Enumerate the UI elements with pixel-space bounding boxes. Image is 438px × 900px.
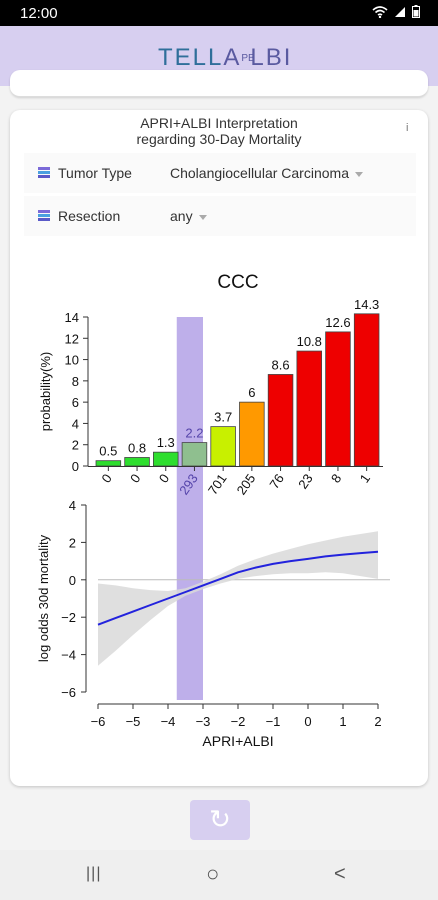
- card-title-line2: regarding 30-Day Mortality: [136, 131, 302, 147]
- card-title: APRI+ALBI Interpretation regarding 30-Da…: [0, 115, 438, 147]
- logo-text-lbi: LBI: [250, 44, 293, 71]
- tumor-type-select[interactable]: Cholangiocellular Carcinoma: [170, 165, 363, 181]
- resection-row: Resection any: [24, 196, 416, 236]
- app-logo: TELLAPBLBI: [158, 44, 292, 72]
- card-title-line1: APRI+ALBI Interpretation: [140, 115, 298, 131]
- clock: 12:00: [20, 5, 58, 22]
- logo-text-a: A: [223, 44, 242, 71]
- chevron-down-icon: [354, 171, 363, 177]
- resection-select[interactable]: any: [170, 208, 207, 224]
- status-icons: [372, 5, 420, 18]
- home-button[interactable]: ○: [206, 861, 220, 886]
- signal-icon: [395, 6, 405, 17]
- tumor-type-label: Tumor Type: [58, 165, 132, 181]
- wifi-icon: [372, 5, 388, 18]
- resection-label: Resection: [58, 208, 121, 224]
- refresh-icon: ↻: [209, 804, 231, 834]
- list-icon: [38, 210, 50, 221]
- refresh-button[interactable]: ↻: [190, 800, 250, 840]
- battery-icon: [412, 5, 420, 18]
- info-icon[interactable]: i: [406, 122, 409, 134]
- tumor-type-row: Tumor Type Cholangiocellular Carcinoma: [24, 153, 416, 193]
- recents-button[interactable]: |||: [86, 865, 102, 882]
- logo-text-pb: PB: [241, 53, 255, 65]
- tumor-type-value: Cholangiocellular Carcinoma: [170, 165, 349, 181]
- logo-text-tell: TELL: [158, 44, 224, 71]
- previous-card: [10, 70, 428, 97]
- list-icon: [38, 167, 50, 178]
- system-nav-bar: ||| ○ <: [0, 850, 438, 900]
- resection-value: any: [170, 208, 193, 224]
- chevron-down-icon: [198, 214, 207, 220]
- back-button[interactable]: <: [334, 863, 346, 885]
- status-bar: 12:00: [0, 0, 438, 26]
